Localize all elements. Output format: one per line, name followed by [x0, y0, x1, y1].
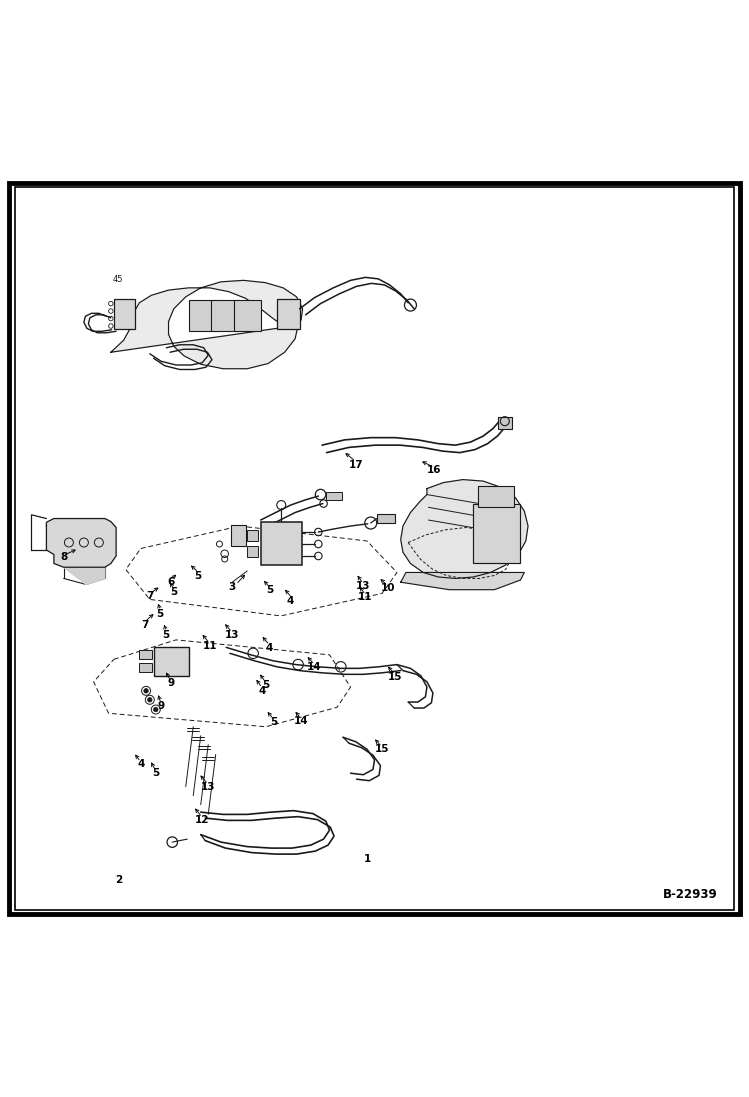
Bar: [277, 299, 300, 329]
Text: 5: 5: [163, 630, 170, 640]
Text: 4: 4: [137, 759, 145, 769]
Text: 5: 5: [194, 572, 201, 581]
Text: 10: 10: [380, 584, 395, 593]
Text: 15: 15: [388, 672, 403, 682]
Text: 4: 4: [258, 686, 266, 695]
Text: 8: 8: [60, 553, 67, 563]
Circle shape: [154, 708, 158, 712]
Text: 11: 11: [202, 641, 217, 651]
Bar: [154, 647, 189, 676]
Bar: [261, 521, 302, 565]
Bar: [473, 504, 520, 564]
Bar: [498, 418, 512, 429]
Text: 14: 14: [294, 715, 309, 726]
Bar: [189, 299, 216, 331]
Text: 1: 1: [363, 855, 371, 864]
Text: 45: 45: [113, 275, 124, 284]
Bar: [326, 493, 342, 500]
Bar: [234, 299, 261, 331]
Text: 2: 2: [115, 874, 122, 884]
Text: 4: 4: [287, 596, 294, 606]
Text: 13: 13: [356, 581, 371, 591]
Circle shape: [144, 689, 148, 693]
Text: 5: 5: [152, 768, 160, 778]
Text: 5: 5: [157, 609, 164, 619]
Text: 6: 6: [167, 577, 175, 587]
Text: 5: 5: [262, 680, 270, 690]
Bar: [211, 299, 238, 331]
Text: 17: 17: [348, 460, 363, 470]
Text: 16: 16: [427, 465, 442, 475]
Text: 15: 15: [374, 744, 389, 755]
Text: 9: 9: [167, 678, 175, 688]
Text: 12: 12: [195, 815, 210, 825]
Bar: [478, 486, 514, 507]
Text: 7: 7: [141, 620, 148, 630]
Text: 4: 4: [266, 643, 273, 653]
Text: 5: 5: [270, 717, 277, 727]
Bar: [247, 546, 258, 557]
Bar: [114, 299, 135, 329]
Text: 14: 14: [307, 661, 322, 671]
Polygon shape: [111, 281, 303, 369]
Bar: [377, 514, 395, 523]
Text: 9: 9: [157, 701, 165, 711]
Text: 3: 3: [228, 583, 236, 592]
Text: 13: 13: [201, 782, 216, 792]
Text: 7: 7: [146, 590, 154, 601]
Polygon shape: [46, 519, 116, 567]
Bar: [231, 525, 246, 546]
Text: 11: 11: [358, 592, 373, 602]
Text: 13: 13: [225, 630, 240, 640]
Circle shape: [148, 698, 152, 702]
Polygon shape: [401, 479, 528, 578]
Polygon shape: [401, 573, 524, 590]
Bar: [247, 530, 258, 541]
Bar: [139, 651, 152, 659]
Text: 5: 5: [266, 585, 273, 595]
Text: B-22939: B-22939: [663, 887, 718, 901]
Bar: [139, 663, 152, 672]
Text: 5: 5: [170, 587, 178, 597]
Polygon shape: [64, 567, 105, 585]
